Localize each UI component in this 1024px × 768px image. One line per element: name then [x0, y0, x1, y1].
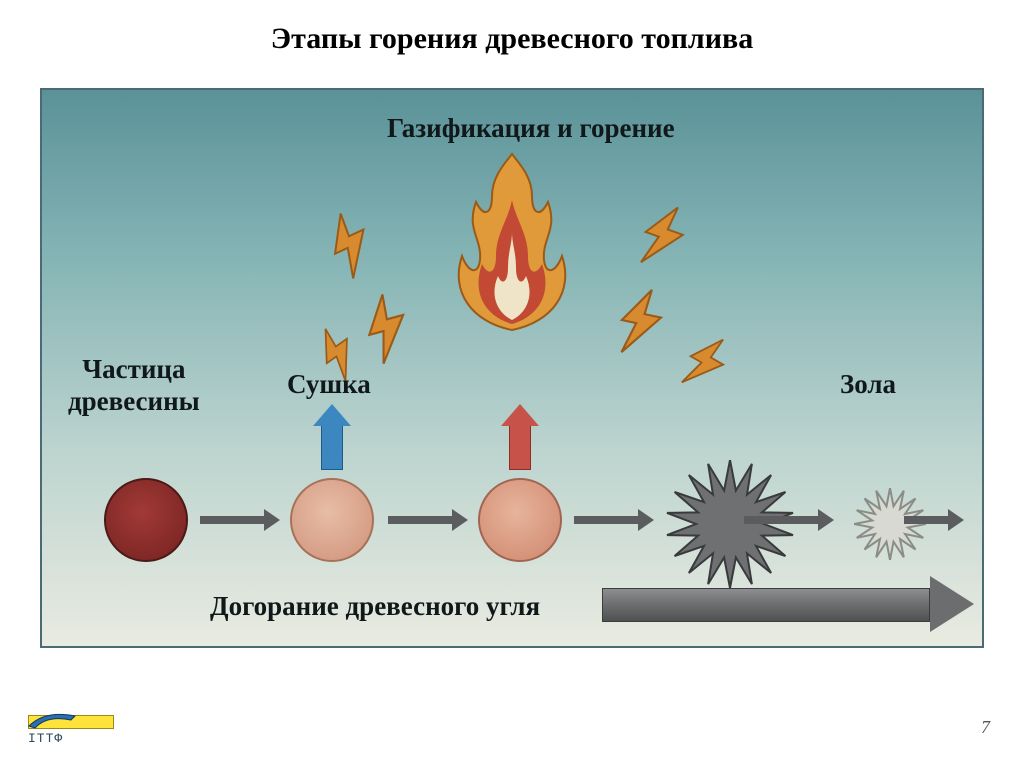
- page-title: Этапы горения древесного топлива: [0, 0, 1024, 56]
- wood-particle-stage-1: [104, 478, 188, 562]
- label-particle-l2: древесины: [68, 386, 200, 416]
- label-particle-l1: Частица: [82, 354, 185, 384]
- burnout-arrow-icon: [602, 588, 970, 622]
- swoosh-icon: [25, 706, 85, 734]
- ash-starburst-icon: [854, 488, 926, 565]
- label-gasification: Газификация и горение: [387, 112, 675, 144]
- coal-starburst-icon: [666, 460, 794, 593]
- wood-particle-stage-2: [290, 478, 374, 562]
- flame-icon: [432, 152, 592, 332]
- lightning-bolt-icon: [625, 195, 700, 283]
- footer-logo: ІТТФ: [28, 715, 114, 746]
- label-drying: Сушка: [287, 368, 371, 400]
- wood-particle-stage-3: [478, 478, 562, 562]
- lightning-bolt-icon: [313, 203, 392, 293]
- label-ash: Зола: [840, 368, 896, 400]
- diagram-frame: Газификация и горение Частица древесины …: [40, 88, 984, 648]
- lightning-bolt-icon: [605, 281, 675, 369]
- label-particle: Частица древесины: [68, 353, 200, 418]
- label-charcoal-burnout: Догорание древесного угля: [210, 590, 540, 622]
- page-number: 7: [981, 717, 990, 738]
- lightning-bolt-icon: [667, 325, 741, 407]
